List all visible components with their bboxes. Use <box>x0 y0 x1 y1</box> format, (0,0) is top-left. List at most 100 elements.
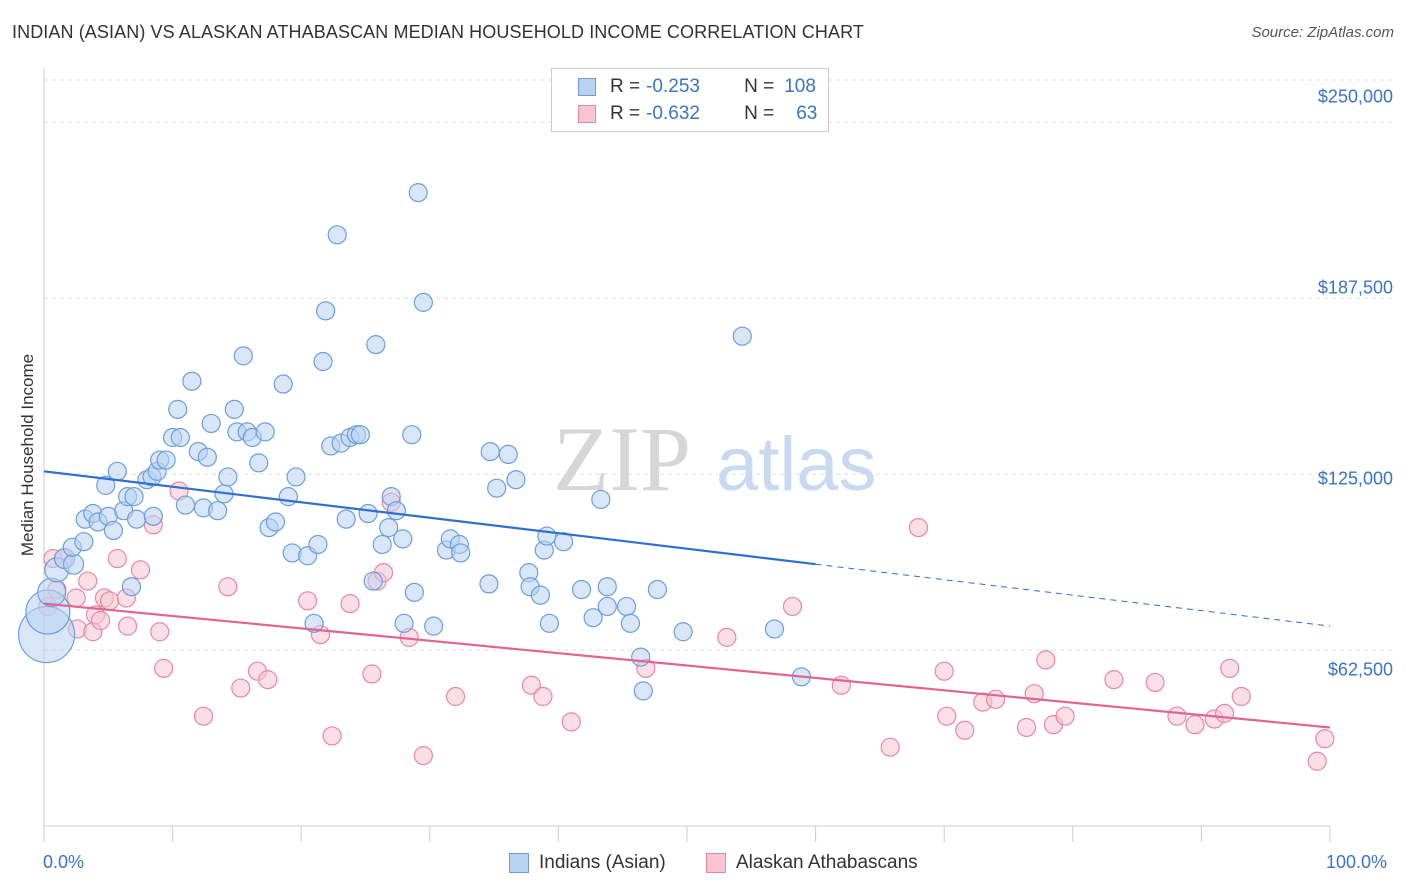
indian-point <box>393 529 413 549</box>
indian-point <box>451 543 471 563</box>
athabascan-point <box>521 675 541 695</box>
gridlines <box>44 79 1394 651</box>
athabascan-point <box>193 706 214 726</box>
athabascan-point <box>218 577 238 597</box>
indian-point <box>249 453 269 473</box>
athabascan-point <box>99 591 120 611</box>
athabascan-point <box>1104 670 1124 690</box>
athabascan-point <box>1214 703 1235 723</box>
indian-point <box>764 619 785 639</box>
indian-point <box>583 608 603 628</box>
y-tick-label: $125,000 <box>1317 468 1393 489</box>
y-tick-label: $250,000 <box>1317 86 1393 107</box>
athabascan-point <box>1315 729 1335 749</box>
indian-point <box>313 351 333 372</box>
indian-point <box>673 622 693 642</box>
indian-point <box>616 596 637 617</box>
watermark-zip: ZIP <box>553 408 691 510</box>
watermark: ZIP atlas <box>553 408 877 510</box>
indian-point <box>647 579 668 600</box>
athabascan-point <box>322 726 342 746</box>
indian-point <box>255 422 275 442</box>
correlation-legend: R = -0.253 N = 108 R = -0.632 N = 63 <box>551 68 829 132</box>
indian-point <box>327 225 347 245</box>
indian-point <box>96 475 116 495</box>
indian-point <box>233 346 253 366</box>
indian-point <box>597 596 617 617</box>
indian-point <box>168 399 188 419</box>
athabascan-point <box>1185 715 1205 735</box>
athabascan-point <box>445 686 466 707</box>
indian-point <box>304 613 324 633</box>
indian-point <box>143 506 163 526</box>
indian-point <box>103 520 124 541</box>
athabascan-point <box>1016 717 1037 738</box>
r-label: R = <box>610 103 641 124</box>
indian-point <box>182 371 202 391</box>
indian-point <box>286 467 306 487</box>
trend-line-athabascans <box>43 602 1331 729</box>
indian-point <box>62 553 85 575</box>
athabascan-point <box>258 670 278 690</box>
indian-point <box>597 577 617 597</box>
indian-point <box>278 487 298 507</box>
indian-point <box>506 470 526 490</box>
x-tick-label-min: 0.0% <box>43 852 85 872</box>
indian-point <box>358 503 378 524</box>
athabascan-point <box>1036 650 1056 670</box>
athabascan-point <box>880 737 900 757</box>
series-indians-asian-points <box>17 183 812 701</box>
trend-lines <box>43 470 1331 729</box>
indian-point <box>386 501 406 521</box>
indian-point <box>363 571 383 591</box>
indian-point <box>479 574 499 594</box>
athabascan-point <box>413 746 433 766</box>
legend-item-athabascans: Alaskan Athabascans <box>706 852 918 874</box>
y-axis-label: Median Household Income <box>18 353 37 557</box>
indian-point <box>201 413 221 434</box>
axes <box>43 68 1331 842</box>
athabascan-point <box>90 610 111 631</box>
athabascan-point <box>1145 672 1165 693</box>
athabascan-point <box>362 664 382 684</box>
athabascan-point <box>298 591 318 611</box>
legend-swatch-blue <box>578 78 596 96</box>
n-label: N = <box>744 76 775 97</box>
indian-point <box>408 183 428 203</box>
legend-row-indians: R = -0.253 N = 108 <box>578 75 816 99</box>
athabascan-point <box>1231 686 1251 707</box>
trend-line-indians-projection <box>815 563 1331 627</box>
athabascan-point <box>150 622 170 642</box>
indian-point <box>273 374 293 394</box>
indian-point <box>498 444 518 465</box>
indian-point <box>402 425 422 445</box>
legend-row-athabascans: R = -0.632 N = 63 <box>578 102 817 126</box>
n-label: N = <box>744 103 775 124</box>
athabascan-point <box>130 560 151 580</box>
indian-point <box>394 613 414 633</box>
athabascan-point <box>782 596 803 617</box>
indian-point <box>175 495 196 515</box>
indian-point <box>121 577 142 597</box>
chart-title: INDIAN (ASIAN) VS ALASKAN ATHABASCAN MED… <box>12 22 864 42</box>
indian-point <box>265 512 286 532</box>
indian-point <box>366 335 386 355</box>
indian-point <box>553 532 574 552</box>
r-value: -0.632 <box>646 103 700 124</box>
indian-point <box>126 509 147 529</box>
athabascan-point <box>1167 706 1187 726</box>
trend-line-indians <box>43 470 816 566</box>
indian-point <box>379 517 399 538</box>
athabascan-point <box>1220 658 1240 678</box>
athabascan-point <box>107 548 127 569</box>
athabascan-point <box>340 594 360 614</box>
y-tick-label: $187,500 <box>1317 277 1393 298</box>
legend-swatch-blue <box>509 853 529 873</box>
indian-point <box>156 450 176 470</box>
r-label: R = <box>610 76 641 97</box>
indian-point <box>218 467 238 487</box>
legend-label-indians: Indians (Asian) <box>539 852 666 873</box>
indian-point <box>413 292 433 312</box>
athabascan-point <box>937 706 957 726</box>
